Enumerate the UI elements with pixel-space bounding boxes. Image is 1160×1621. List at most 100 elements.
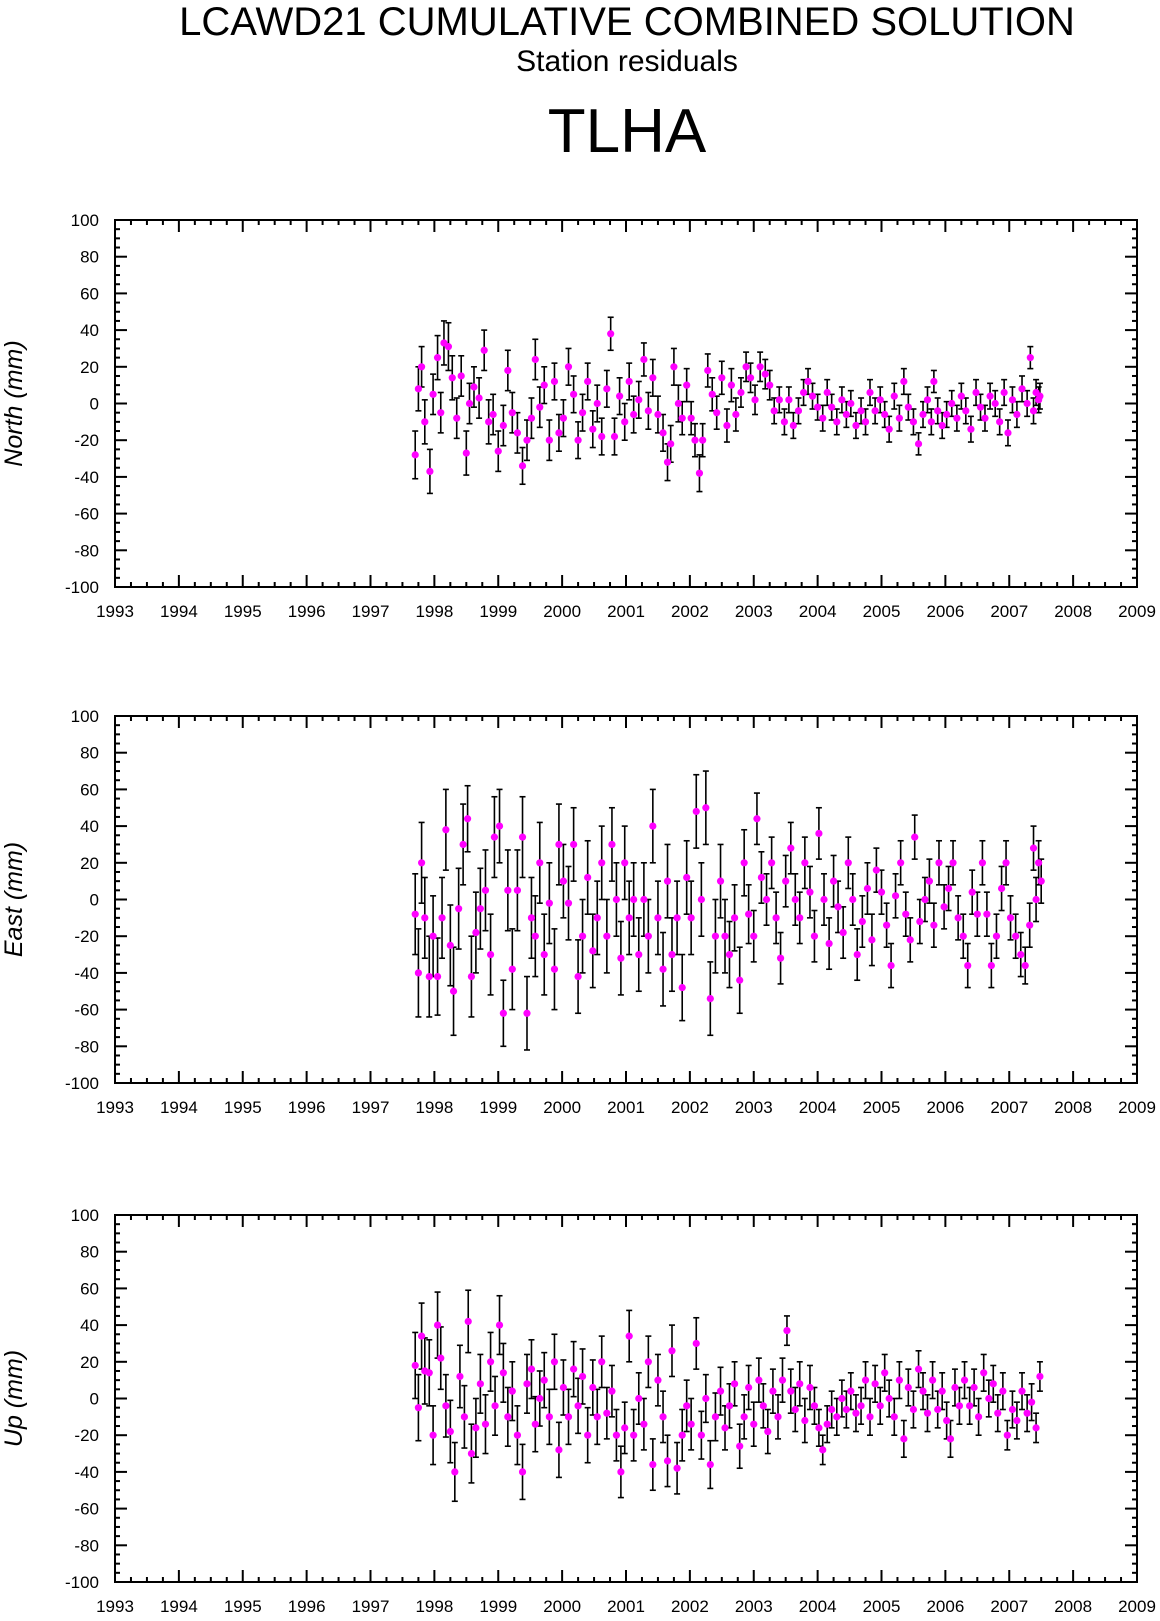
data-point [494,447,502,455]
x-tick-label: 2001 [607,602,645,621]
data-point [531,1420,539,1428]
data-point [986,392,994,400]
data-point [949,859,957,867]
data-point [683,1402,691,1410]
x-tick-label: 1995 [224,1597,262,1616]
data-point [983,910,991,918]
data-point [1028,1398,1036,1406]
data-point [725,950,734,959]
data-point [617,1468,625,1476]
data-point [513,429,522,437]
y-tick-label: -60 [74,1500,99,1519]
data-point [740,859,748,867]
data-point [828,403,836,411]
data-point [909,1405,918,1414]
data-point [847,399,855,408]
y-tick-label: 60 [80,1279,99,1298]
data-point [904,1383,912,1392]
data-point [593,1413,601,1421]
data-point [844,859,852,867]
data-point [668,950,676,959]
data-point [444,343,453,351]
x-tick-label: 2009 [1118,1098,1156,1117]
data-point [815,1424,823,1432]
data-point [762,895,771,904]
data-point [876,1402,884,1410]
data-point [659,1413,667,1421]
up-panel: 1993 1994 1995 1996 1997 1998 1999 2000 2001 2002… [0,1206,1156,1616]
data-point [833,418,841,426]
data-point [640,355,648,364]
data-point [603,1409,611,1417]
data-point [467,972,476,981]
data-point [555,1446,563,1454]
data-point [953,414,961,422]
x-tick-label: 1996 [288,602,326,621]
data-point [996,418,1004,426]
data-point [527,914,536,922]
data-point [545,899,553,907]
data-point [900,377,908,386]
data-point [1029,407,1038,415]
data-point [868,936,876,944]
x-tick-label: 1996 [288,1098,326,1117]
data-point [1002,859,1010,867]
data-point [607,330,615,338]
y-tick-label: -80 [74,1037,99,1056]
data-point [770,407,778,415]
data-point [881,1369,889,1377]
data-point [766,381,774,389]
y-tick-label: 60 [80,780,99,799]
data-point [768,859,776,867]
data-point [740,1413,748,1421]
error-bars [412,316,1043,495]
data-point [640,1420,648,1428]
data-point [923,1409,932,1417]
data-point [495,1321,504,1329]
data-point [819,414,827,422]
data-point [943,410,951,419]
y-tick-label: 60 [80,284,99,303]
data-point [801,859,809,867]
data-point [491,1402,499,1410]
data-point [820,895,828,904]
data-point [871,1380,879,1388]
data-point [838,1394,846,1403]
y-tick-label: 40 [80,321,99,340]
data-point [570,1365,578,1373]
data-point [559,414,568,422]
data-point [411,451,419,459]
data-point [737,388,745,397]
x-tick-label: 2006 [926,1597,964,1616]
data-point [559,877,568,885]
data-point [780,418,789,426]
x-tick-label: 1997 [352,1597,390,1616]
data-point [955,1402,964,1410]
data-point [815,829,823,838]
data-point [1037,877,1045,885]
data-point [621,1424,629,1432]
data-point [499,1369,507,1377]
data-point [625,1332,633,1340]
data-point [570,390,578,398]
data-point [663,877,672,885]
data-point [1026,354,1034,362]
data-point [437,1354,445,1362]
x-tick-label: 1997 [352,1098,390,1117]
data-point [518,1468,527,1476]
data-point [785,396,793,404]
data-point [730,914,739,922]
data-point [570,840,578,849]
data-point [819,1446,827,1454]
data-point [630,895,638,904]
data-point [683,873,691,882]
data-point [863,884,872,893]
data-point [593,914,601,922]
data-point [887,961,895,970]
data-point [433,972,442,981]
x-tick-label: 1999 [479,602,517,621]
data-point [997,884,1006,893]
data-point [545,1413,553,1421]
x-tick-label: 2004 [799,602,837,621]
data-point [508,965,516,973]
